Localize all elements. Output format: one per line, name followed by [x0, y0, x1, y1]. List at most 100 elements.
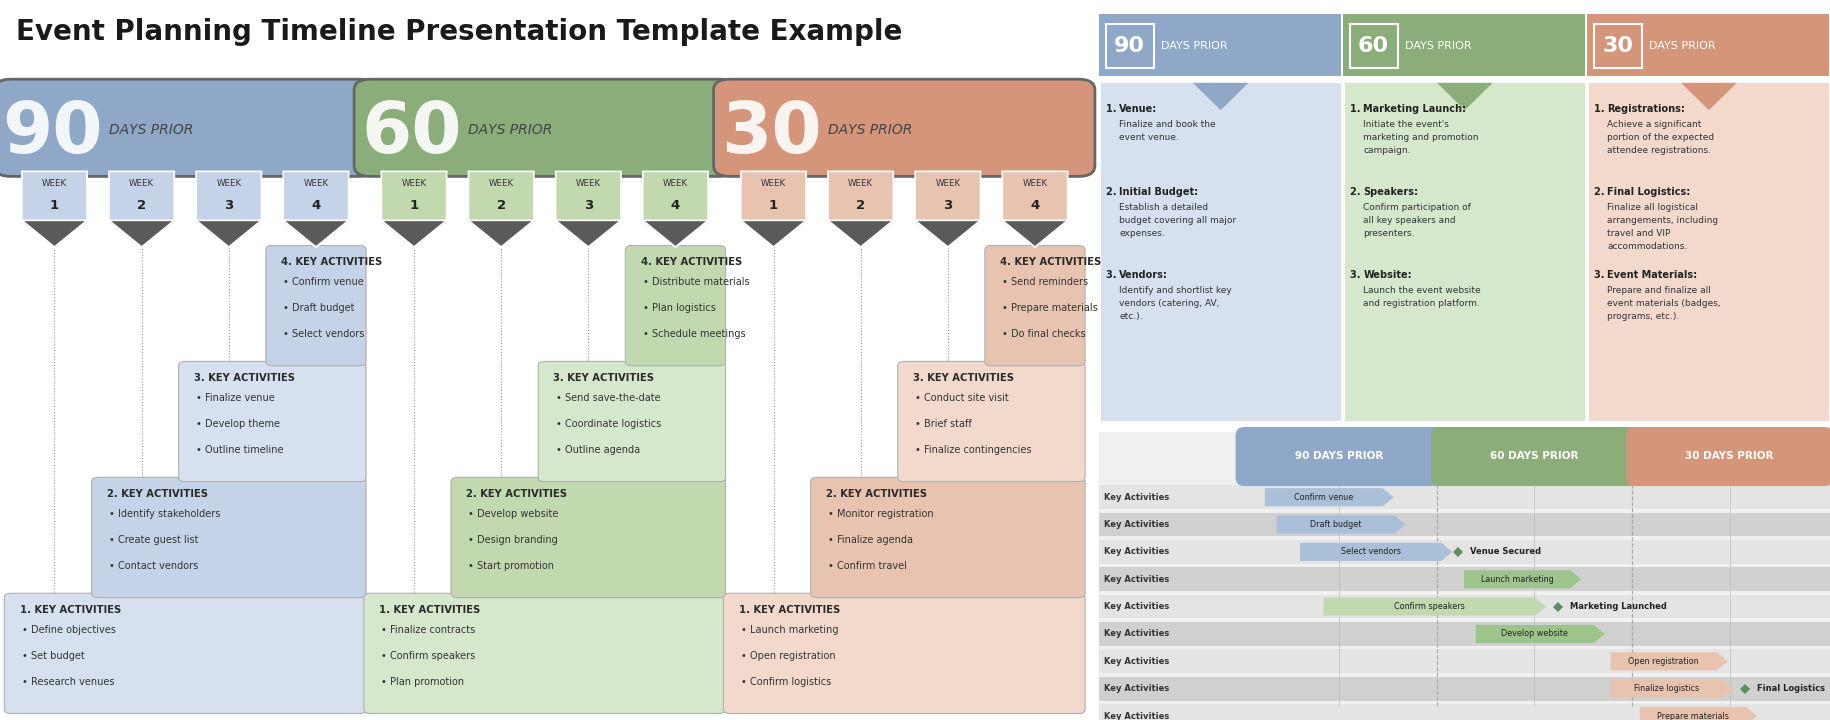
- Text: Venue:: Venue:: [1118, 104, 1157, 114]
- Text: 1. KEY ACTIVITIES: 1. KEY ACTIVITIES: [737, 605, 840, 615]
- Text: 3.: 3.: [1105, 270, 1120, 280]
- Text: presenters.: presenters.: [1363, 229, 1415, 238]
- Text: 3. KEY ACTIVITIES: 3. KEY ACTIVITIES: [913, 373, 1014, 383]
- Polygon shape: [196, 171, 262, 247]
- Text: • Launch marketing: • Launch marketing: [741, 625, 838, 635]
- Text: 3: 3: [223, 199, 232, 212]
- Text: Finalize all logistical: Finalize all logistical: [1607, 203, 1698, 212]
- Text: and registration platform.: and registration platform.: [1363, 299, 1479, 308]
- Text: 30: 30: [1601, 36, 1632, 56]
- Text: • Brief staff: • Brief staff: [915, 419, 972, 429]
- Text: • Plan promotion: • Plan promotion: [381, 677, 465, 687]
- Text: 1. KEY ACTIVITIES: 1. KEY ACTIVITIES: [379, 605, 479, 615]
- Text: 2. KEY ACTIVITIES: 2. KEY ACTIVITIES: [825, 489, 926, 499]
- Polygon shape: [1475, 625, 1603, 643]
- Polygon shape: [1610, 680, 1733, 698]
- Text: WEEK: WEEK: [216, 179, 242, 187]
- Text: Prepare materials: Prepare materials: [1656, 711, 1728, 720]
- Text: event venue.: event venue.: [1118, 133, 1179, 143]
- Polygon shape: [1323, 598, 1545, 616]
- Text: 3.: 3.: [1594, 270, 1607, 280]
- FancyBboxPatch shape: [538, 361, 725, 482]
- Text: 60: 60: [1358, 36, 1389, 56]
- Bar: [1345, 83, 1583, 421]
- Text: • Design branding: • Design branding: [468, 535, 558, 545]
- Polygon shape: [915, 220, 981, 247]
- Text: • Research venues: • Research venues: [22, 677, 113, 687]
- Polygon shape: [381, 171, 447, 247]
- Text: • Start promotion: • Start promotion: [468, 561, 554, 571]
- Bar: [1100, 83, 1340, 421]
- Text: Marketing Launch:: Marketing Launch:: [1363, 104, 1466, 114]
- Text: • Draft budget: • Draft budget: [284, 303, 355, 313]
- Text: • Do final checks: • Do final checks: [1001, 329, 1085, 339]
- Text: Marketing Launched: Marketing Launched: [1568, 602, 1665, 611]
- Text: arrangements, including: arrangements, including: [1607, 216, 1718, 225]
- Text: all key speakers and: all key speakers and: [1363, 216, 1455, 225]
- Text: Key Activities: Key Activities: [1103, 629, 1169, 639]
- FancyBboxPatch shape: [1429, 427, 1638, 486]
- Text: 3.: 3.: [1349, 270, 1363, 280]
- Polygon shape: [1680, 83, 1737, 110]
- Text: • Confirm travel: • Confirm travel: [827, 561, 906, 571]
- Bar: [1098, 595, 1830, 618]
- Text: Finalize logistics: Finalize logistics: [1632, 684, 1698, 693]
- FancyBboxPatch shape: [364, 593, 725, 714]
- Polygon shape: [381, 220, 447, 247]
- Text: • Set budget: • Set budget: [22, 651, 84, 661]
- Bar: [1098, 704, 1830, 720]
- Text: DAYS PRIOR: DAYS PRIOR: [1649, 41, 1715, 51]
- Polygon shape: [22, 220, 88, 247]
- Text: expenses.: expenses.: [1118, 229, 1164, 238]
- Text: Speakers:: Speakers:: [1363, 187, 1418, 197]
- Text: Open registration: Open registration: [1627, 657, 1698, 666]
- Text: vendors (catering, AV,: vendors (catering, AV,: [1118, 299, 1219, 308]
- Text: • Conduct site visit: • Conduct site visit: [915, 393, 1008, 403]
- Polygon shape: [1276, 516, 1405, 534]
- Text: • Contact vendors: • Contact vendors: [108, 561, 198, 571]
- Text: programs, etc.).: programs, etc.).: [1607, 312, 1678, 321]
- Text: 4: 4: [670, 199, 679, 212]
- FancyBboxPatch shape: [714, 79, 1094, 176]
- Bar: [1341, 14, 1583, 76]
- Polygon shape: [1265, 488, 1393, 506]
- Polygon shape: [741, 171, 805, 247]
- Text: Final Logistics: Final Logistics: [1757, 684, 1825, 693]
- Polygon shape: [1001, 171, 1067, 247]
- Text: • Open registration: • Open registration: [741, 651, 834, 661]
- Text: Website:: Website:: [1363, 270, 1411, 280]
- Bar: [1098, 540, 1830, 564]
- Text: Key Activities: Key Activities: [1103, 575, 1169, 584]
- Text: travel and VIP: travel and VIP: [1607, 229, 1669, 238]
- Text: Achieve a significant: Achieve a significant: [1607, 120, 1700, 130]
- Polygon shape: [284, 220, 348, 247]
- Polygon shape: [554, 171, 620, 247]
- Text: WEEK: WEEK: [847, 179, 873, 187]
- Bar: [1098, 14, 1340, 76]
- FancyBboxPatch shape: [4, 593, 366, 714]
- Text: WEEK: WEEK: [401, 179, 426, 187]
- Text: Key Activities: Key Activities: [1103, 602, 1169, 611]
- Text: Identify and shortlist key: Identify and shortlist key: [1118, 286, 1232, 295]
- FancyBboxPatch shape: [450, 477, 725, 598]
- Text: 4. KEY ACTIVITIES: 4. KEY ACTIVITIES: [640, 257, 741, 267]
- Text: 1: 1: [769, 199, 778, 212]
- FancyBboxPatch shape: [626, 246, 725, 366]
- Text: 2.: 2.: [1105, 187, 1120, 197]
- Text: DAYS PRIOR: DAYS PRIOR: [468, 122, 553, 137]
- Text: • Finalize contracts: • Finalize contracts: [381, 625, 476, 635]
- Text: WEEK: WEEK: [761, 179, 785, 187]
- Bar: [1098, 622, 1830, 646]
- Text: 4. KEY ACTIVITIES: 4. KEY ACTIVITIES: [999, 257, 1102, 267]
- Bar: [1588, 83, 1828, 421]
- Text: 2.: 2.: [1594, 187, 1607, 197]
- Polygon shape: [915, 171, 981, 247]
- Bar: [1587, 14, 1828, 76]
- Bar: [1098, 677, 1830, 701]
- Text: 1.: 1.: [1349, 104, 1363, 114]
- Polygon shape: [1464, 570, 1581, 588]
- Text: accommodations.: accommodations.: [1607, 242, 1687, 251]
- Text: • Send reminders: • Send reminders: [1001, 277, 1087, 287]
- Text: • Send save-the-date: • Send save-the-date: [554, 393, 661, 403]
- FancyBboxPatch shape: [985, 246, 1085, 366]
